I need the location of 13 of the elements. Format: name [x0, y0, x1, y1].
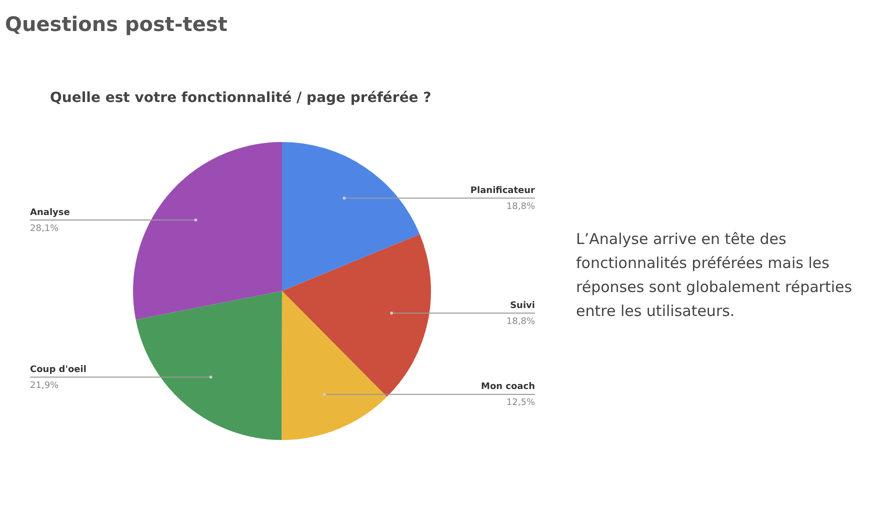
chart-title: Questions post-test — [5, 12, 228, 36]
slice-label: Planificateur — [470, 186, 536, 196]
data-label: 28,1% — [30, 224, 60, 234]
slice-label: Analyse — [30, 208, 70, 218]
data-label: 18,8% — [506, 316, 536, 327]
chart-subtitle: Quelle est votre fonctionnalité / page préférée ? — [50, 90, 432, 106]
slice-label: Mon coach — [480, 382, 535, 392]
slice-label: Coup d'oeil — [30, 365, 86, 375]
data-label: 18,8% — [506, 202, 536, 212]
data-label: 21,9% — [30, 381, 60, 391]
slice-label: Suivi — [510, 300, 535, 311]
data-label: 12,5% — [506, 398, 536, 408]
text: L’Analyse arrive en tête des fonctionnalités préférées mais les réponses sont globalement réparties entre les utilisateurs. — [576, 229, 854, 322]
